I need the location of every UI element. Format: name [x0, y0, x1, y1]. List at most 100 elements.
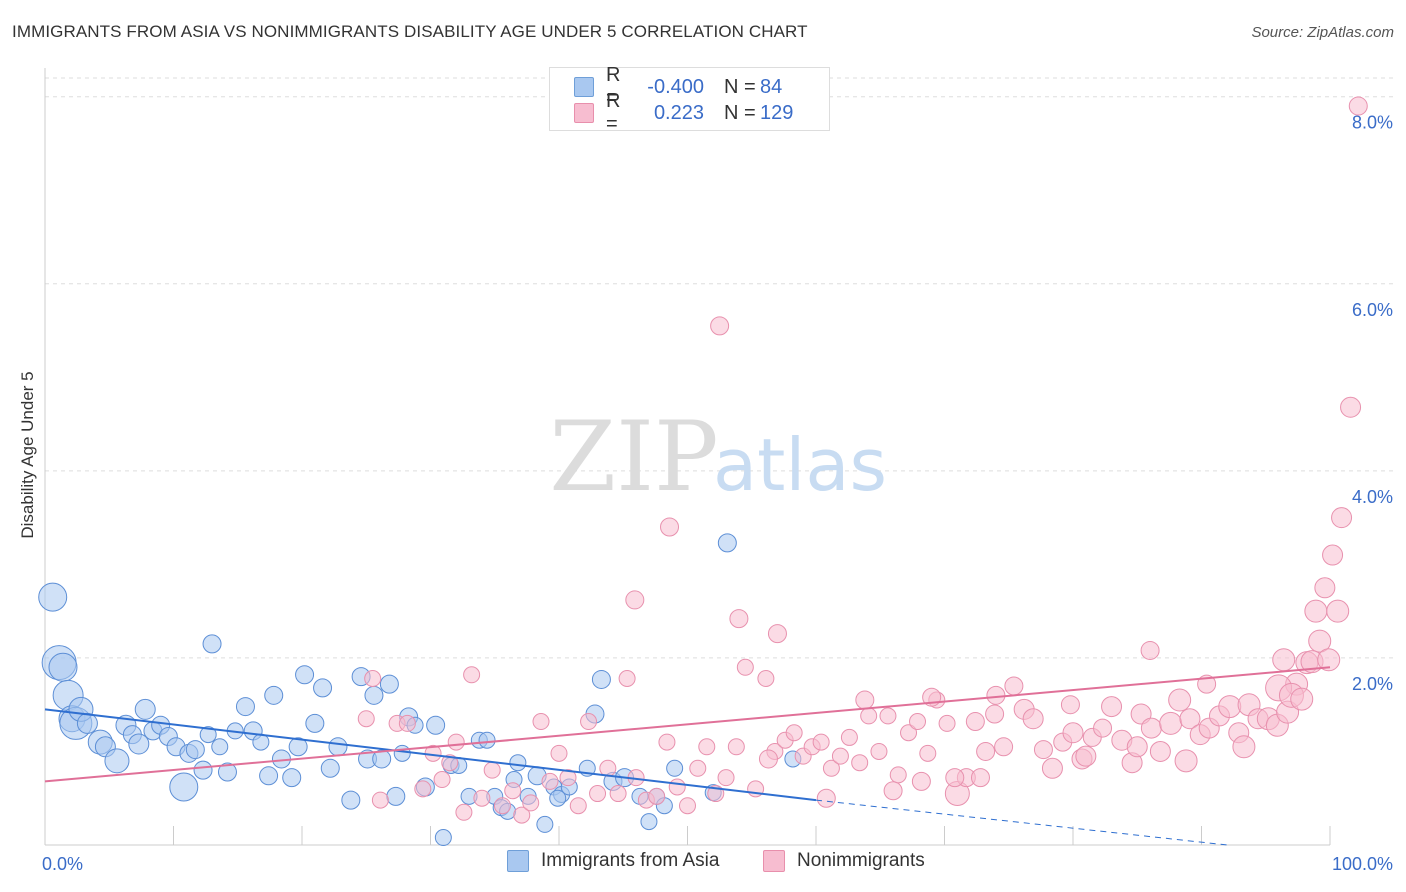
point-nonimmigrants — [900, 724, 918, 742]
point-nonimmigrants — [473, 789, 491, 807]
point-nonimmigrants — [870, 742, 888, 760]
point-nonimmigrants — [970, 768, 990, 788]
point-nonimmigrants — [717, 769, 735, 787]
point-nonimmigrants — [840, 728, 858, 746]
legend-swatch-asia — [507, 850, 529, 872]
point-immigrants-asia — [264, 685, 284, 705]
trend-line-nonimmigrants — [44, 666, 1331, 783]
point-immigrants-asia — [426, 715, 446, 735]
point-nonimmigrants — [1075, 745, 1097, 767]
point-nonimmigrants — [589, 785, 607, 803]
point-nonimmigrants — [889, 766, 907, 784]
point-nonimmigrants — [441, 754, 459, 772]
watermark-atlas: atlas — [713, 423, 887, 507]
point-nonimmigrants — [860, 707, 878, 725]
point-nonimmigrants — [919, 744, 937, 762]
point-nonimmigrants — [1331, 507, 1353, 529]
point-nonimmigrants — [398, 714, 416, 732]
point-nonimmigrants — [1060, 695, 1080, 715]
axes — [44, 68, 1331, 846]
point-nonimmigrants — [1317, 648, 1341, 672]
point-nonimmigrants — [710, 316, 730, 336]
n-label: N = — [724, 75, 756, 98]
point-nonimmigrants — [1062, 722, 1084, 744]
watermark: ZIP atlas — [549, 401, 887, 513]
point-immigrants-asia — [259, 766, 279, 786]
point-nonimmigrants — [483, 761, 501, 779]
point-nonimmigrants — [532, 713, 550, 731]
point-immigrants-asia — [320, 758, 340, 778]
point-nonimmigrants — [1272, 648, 1296, 672]
point-immigrants-asia — [313, 678, 333, 698]
axis-labels: 2.0% 4.0% 6.0% 8.0% 0.0% 100.0% Disability Age… — [18, 113, 1393, 874]
point-nonimmigrants — [658, 733, 676, 751]
point-nonimmigrants — [985, 704, 1005, 724]
point-immigrants-asia — [202, 634, 222, 654]
point-nonimmigrants — [1041, 757, 1063, 779]
point-nonimmigrants — [911, 771, 931, 791]
point-nonimmigrants — [1340, 396, 1362, 418]
point-immigrants-asia — [252, 733, 270, 751]
n-label: N = — [724, 101, 756, 124]
point-immigrants-asia — [235, 697, 255, 717]
point-nonimmigrants — [1033, 740, 1053, 760]
legend-item-nonimmigrants[interactable]: Nonimmigrants — [763, 850, 925, 872]
chart-title: IMMIGRANTS FROM ASIA VS NONIMMIGRANTS DI… — [12, 22, 808, 41]
point-immigrants-asia — [193, 760, 213, 780]
n-value: 84 — [760, 75, 783, 98]
point-nonimmigrants — [1179, 708, 1201, 730]
point-nonimmigrants — [1314, 577, 1336, 599]
point-nonimmigrants — [455, 803, 473, 821]
point-nonimmigrants — [1290, 687, 1314, 711]
point-nonimmigrants — [357, 710, 375, 728]
point-nonimmigrants — [580, 713, 598, 731]
point-immigrants-asia — [341, 790, 361, 810]
point-immigrants-asia — [640, 813, 658, 831]
point-immigrants-asia — [185, 740, 205, 760]
point-nonimmigrants — [1308, 629, 1332, 653]
point-immigrants-asia — [379, 674, 399, 694]
point-nonimmigrants — [1022, 708, 1044, 730]
point-nonimmigrants — [550, 744, 568, 762]
point-nonimmigrants — [851, 754, 869, 772]
point-nonimmigrants — [569, 797, 587, 815]
point-immigrants-asia — [128, 733, 150, 755]
point-nonimmigrants — [504, 782, 522, 800]
r-label: R = — [606, 64, 621, 109]
point-nonimmigrants — [1159, 711, 1183, 735]
point-immigrants-asia — [393, 744, 411, 762]
point-nonimmigrants — [609, 785, 627, 803]
point-nonimmigrants — [660, 517, 680, 537]
legend-label-nonimmigrants: Nonimmigrants — [797, 850, 925, 871]
point-immigrants-asia — [282, 768, 302, 788]
point-nonimmigrants — [727, 738, 745, 756]
point-nonimmigrants — [831, 747, 849, 765]
point-nonimmigrants — [757, 670, 775, 688]
point-immigrants-asia — [536, 815, 554, 833]
point-nonimmigrants — [938, 714, 956, 732]
point-nonimmigrants — [689, 759, 707, 777]
grid — [45, 77, 1395, 659]
trend-lines — [44, 666, 1331, 846]
point-immigrants-asia — [199, 726, 217, 744]
r-value: -0.400 — [647, 75, 704, 98]
point-nonimmigrants — [513, 806, 531, 824]
point-nonimmigrants — [1304, 599, 1328, 623]
point-immigrants-asia — [666, 759, 684, 777]
point-nonimmigrants — [1232, 735, 1256, 759]
watermark-zip: ZIP — [549, 401, 718, 513]
point-nonimmigrants — [522, 794, 540, 812]
point-immigrants-asia — [169, 772, 199, 802]
point-nonimmigrants — [1093, 718, 1113, 738]
point-immigrants-asia — [38, 582, 68, 612]
point-immigrants-asia — [549, 789, 567, 807]
r-value: 0.223 — [653, 101, 704, 124]
point-nonimmigrants — [698, 738, 716, 756]
point-immigrants-asia — [434, 829, 452, 847]
point-nonimmigrants — [1004, 676, 1024, 696]
point-immigrants-asia — [104, 748, 130, 774]
point-nonimmigrants — [433, 771, 451, 789]
legend-item-asia[interactable]: Immigrants from Asia — [507, 850, 719, 872]
point-nonimmigrants — [371, 791, 389, 809]
